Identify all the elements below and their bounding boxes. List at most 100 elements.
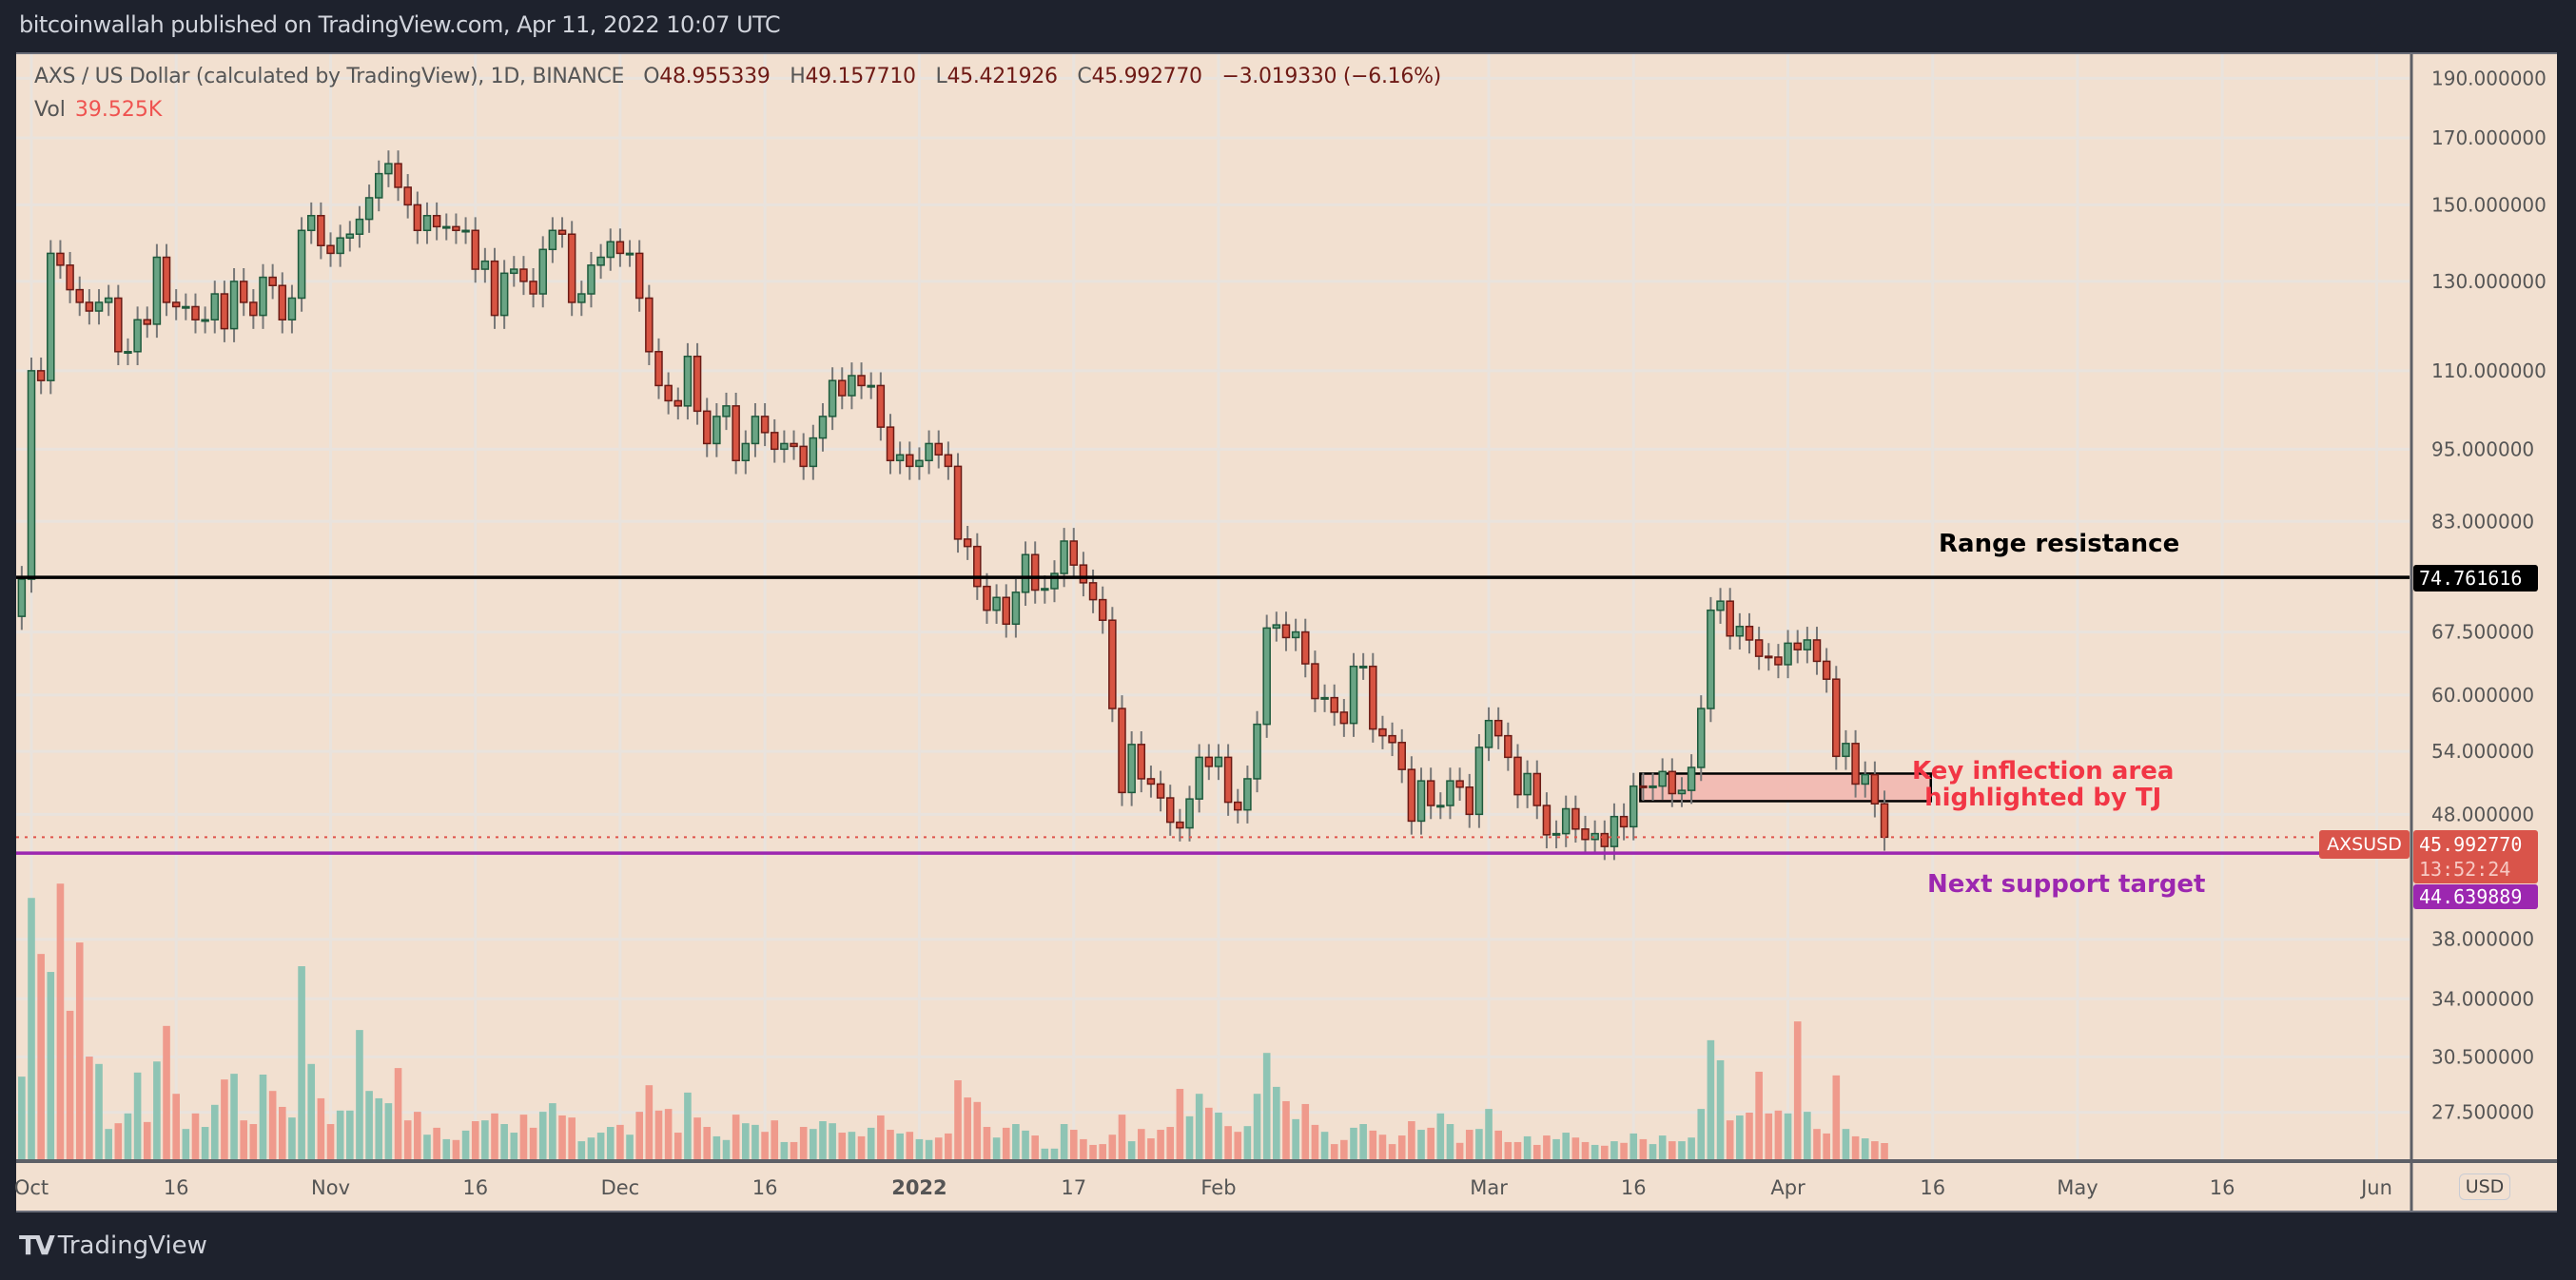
candle-up (606, 241, 615, 259)
next-support-label: Next support target (1927, 870, 2206, 899)
candle-up (925, 442, 933, 462)
volume-bar (857, 1135, 866, 1159)
candle-down (278, 284, 287, 321)
candle-down (452, 225, 460, 232)
candle-up (306, 215, 316, 232)
candle-up (809, 436, 818, 468)
volume-bar (1282, 1100, 1290, 1159)
currency-button[interactable]: USD (2459, 1173, 2510, 1200)
candle-down (1330, 696, 1338, 713)
volume-bar (95, 1063, 103, 1159)
candle-down (1493, 719, 1503, 737)
candle-up (510, 268, 518, 275)
volume-bar (1658, 1135, 1667, 1159)
volume-bar (1678, 1141, 1686, 1159)
candle-down (1165, 797, 1175, 824)
candle-down (953, 465, 963, 540)
candle-down (1098, 598, 1107, 621)
volume-bar (172, 1094, 180, 1159)
last-price-value: 45.992770 (2419, 833, 2523, 856)
volume-bar (143, 1121, 151, 1159)
volume-bar (317, 1097, 325, 1159)
volume-bar (829, 1123, 836, 1159)
candles (17, 150, 1889, 861)
candle-up (915, 459, 924, 468)
price-tick-label: 83.000000 (2431, 510, 2534, 533)
key-inflection-line1: Key inflection area (1912, 757, 2175, 785)
candle-down (162, 256, 171, 303)
candle-down (1281, 624, 1291, 639)
time-tick-label: 16 (462, 1176, 488, 1199)
volume-bar (1397, 1135, 1406, 1159)
volume-bar (945, 1133, 952, 1159)
time-tick-label: May (2057, 1176, 2098, 1199)
candle-down (1513, 756, 1522, 796)
candle-down (1030, 553, 1040, 592)
candle-down (326, 244, 335, 255)
volume-bar (1485, 1109, 1493, 1159)
open-label: O (643, 65, 660, 88)
candle-down (1369, 665, 1377, 730)
candle-down (673, 399, 683, 407)
candle-down (432, 215, 441, 228)
candle-down (1754, 639, 1764, 657)
candle-down (36, 370, 46, 381)
volume-bar (616, 1124, 624, 1159)
volume-bar (18, 1076, 26, 1159)
volume-bar (1716, 1059, 1725, 1159)
volume-bar (703, 1127, 712, 1159)
candle-up (259, 276, 267, 317)
candle-down (1088, 582, 1098, 601)
candle-up (867, 384, 875, 388)
candle-down (1455, 780, 1464, 788)
volume-bar (568, 1117, 576, 1159)
candle-up (596, 256, 605, 266)
volume-bar (201, 1127, 209, 1159)
candle-down (1880, 803, 1889, 839)
low-label: L (935, 65, 947, 88)
volume-bar (645, 1085, 654, 1159)
candle-up (751, 416, 760, 445)
volume-bar (365, 1091, 373, 1159)
time-tick-label: Nov (311, 1176, 350, 1199)
candle-up (548, 229, 557, 251)
volume-bar (1813, 1129, 1821, 1159)
volume-bar (56, 883, 65, 1159)
candle-down (886, 426, 895, 462)
volume-bar (414, 1112, 421, 1159)
volume-bar (1330, 1144, 1338, 1159)
volume-bar (1166, 1127, 1175, 1159)
candle-up (1185, 798, 1194, 829)
tradingview-brand: TradingView (57, 1231, 207, 1260)
candle-up (47, 252, 55, 381)
candle-up (1716, 600, 1725, 611)
candle-down (1118, 708, 1126, 794)
price-tick-label: 30.500000 (2431, 1045, 2534, 1068)
volume-bar (191, 1113, 200, 1159)
volume-bar (346, 1110, 354, 1159)
volume-bar (1031, 1135, 1039, 1159)
candle-up (1523, 772, 1532, 796)
candle-down (66, 264, 74, 291)
candle-up (1050, 572, 1059, 590)
time-tick-label: Oct (14, 1176, 49, 1199)
candle-up (364, 197, 374, 221)
volume-bar (1069, 1130, 1078, 1159)
volume-bar (1118, 1115, 1126, 1159)
volume-bar (1707, 1039, 1715, 1159)
volume-bar (86, 1057, 93, 1159)
time-tick-label: 17 (1061, 1176, 1086, 1199)
candle-up (1687, 766, 1696, 791)
key-inflection-rectangle[interactable] (1639, 772, 1933, 803)
candle-down (75, 288, 84, 303)
volume-bar (810, 1129, 817, 1159)
candle-down (664, 384, 673, 402)
candle-up (1262, 627, 1271, 726)
tradingview-logo[interactable]: TV TradingView (19, 1230, 207, 1261)
candle-down (876, 384, 886, 428)
candle-up (1484, 719, 1493, 748)
volume-bar (973, 1101, 982, 1159)
candle-up (1253, 723, 1261, 780)
price-tick-label: 27.500000 (2431, 1101, 2534, 1124)
